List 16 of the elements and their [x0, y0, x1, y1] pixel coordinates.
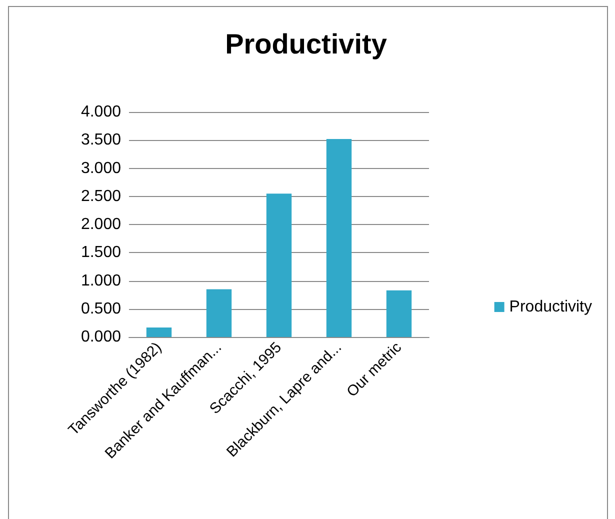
bar: [386, 290, 412, 337]
chart-title: Productivity: [225, 28, 388, 60]
y-tick-label: 2.000: [80, 216, 122, 233]
bar: [146, 327, 172, 337]
y-tick-label: 0.000: [80, 328, 122, 346]
y-tick-label: 1.500: [80, 244, 122, 262]
bar: [326, 139, 352, 337]
y-tick-label: 1.000: [80, 272, 122, 290]
y-tick-label: 4.000: [80, 104, 122, 120]
y-tick-label: 2.500: [80, 188, 122, 205]
y-tick-label: 3.000: [80, 160, 122, 177]
y-tick-label: 3.500: [80, 132, 122, 149]
bar: [266, 194, 292, 337]
legend-label: Productivity: [509, 298, 592, 316]
bar: [206, 289, 232, 337]
y-tick-label: 0.500: [80, 300, 122, 318]
